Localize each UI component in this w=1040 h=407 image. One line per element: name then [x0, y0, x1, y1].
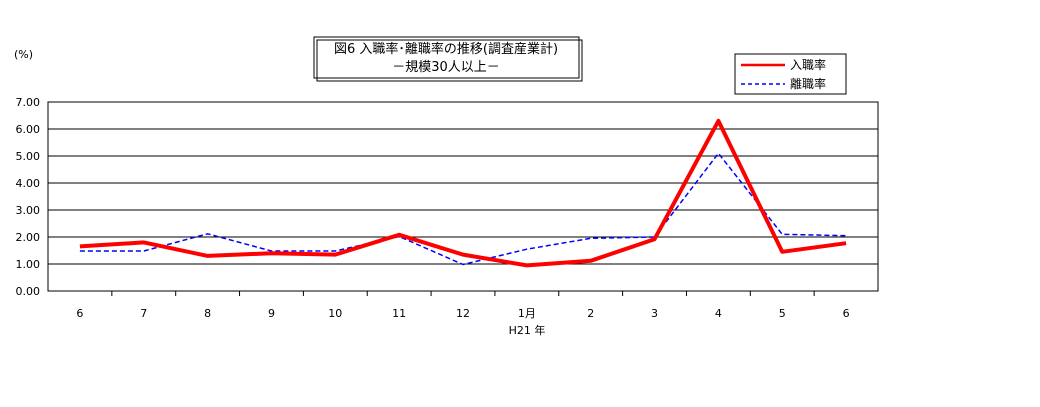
- x-tick-label: 8: [204, 307, 211, 320]
- y-tick-label: 0.00: [16, 285, 41, 298]
- series-line-2: [79, 152, 847, 266]
- y-tick-label: 5.00: [16, 150, 41, 163]
- x-tick-label: 6: [843, 307, 850, 320]
- x-tick-label: 12: [456, 307, 470, 320]
- legend-label-series-2: 離職率: [790, 76, 826, 91]
- legend-label-series-1: 入職率: [790, 57, 826, 72]
- x-tick-label: 5: [779, 307, 786, 320]
- series-lines: [79, 118, 847, 268]
- x-tick-label: 3: [651, 307, 658, 320]
- x-tick-label: 2: [587, 307, 594, 320]
- y-tick-label: 7.00: [16, 96, 41, 109]
- x-tick-labels: 6 7 8 9 10 11 12 1月 2 3 4 5 6: [76, 291, 850, 320]
- plot-area: [47, 101, 879, 292]
- series-line-1: [79, 118, 847, 268]
- grid-lines: [48, 128, 878, 265]
- x-tick-label: 7: [140, 307, 147, 320]
- x-axis-label: H21 年: [509, 323, 546, 337]
- title-box-shadow: [316, 39, 583, 82]
- x-tick-label: 9: [268, 307, 275, 320]
- x-tick-label: 11: [392, 307, 406, 320]
- y-tick-label: 1.00: [16, 258, 41, 271]
- chart-title: 図6 入職率･離職率の推移(調査産業計): [334, 41, 558, 57]
- x-tick-label: 4: [715, 307, 722, 320]
- y-tick-label: 4.00: [16, 177, 41, 190]
- y-tick-label: 6.00: [16, 123, 41, 136]
- x-tick-label: 6: [76, 307, 83, 320]
- y-tick-label: 2.00: [16, 231, 41, 244]
- chart-subtitle: －規模30人以上－: [392, 60, 500, 75]
- x-tick-label: 10: [328, 307, 342, 320]
- legend-box: [734, 53, 847, 95]
- x-tick-label: 1月: [518, 307, 536, 320]
- y-tick-label: 3.00: [16, 204, 41, 217]
- y-axis-label: (%): [14, 48, 33, 61]
- y-tick-labels: 0.00 1.00 2.00 3.00 4.00 5.00 6.00 7.00: [16, 96, 41, 298]
- title-box: [313, 36, 580, 79]
